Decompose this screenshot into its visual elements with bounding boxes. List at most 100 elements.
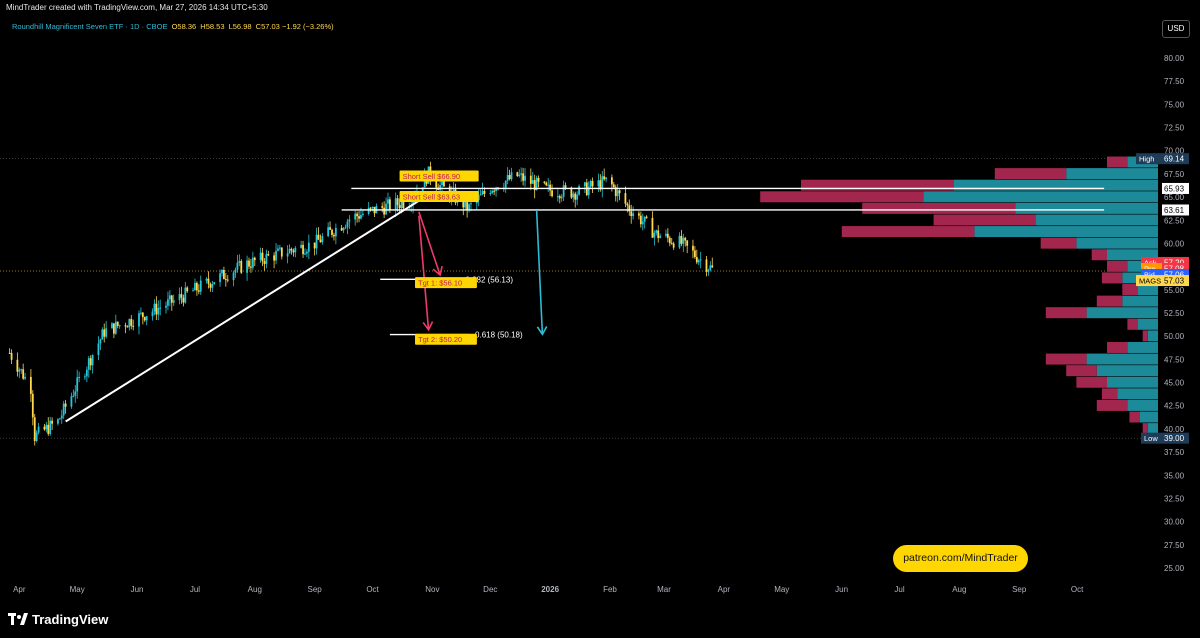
candle-body [547, 184, 550, 186]
candle-body [321, 236, 324, 243]
candle-body [45, 424, 48, 430]
candle-body [491, 190, 494, 194]
x-tick-label: Oct [1071, 585, 1084, 594]
volume-profile-buy-bar [1139, 411, 1158, 423]
price-badge-tag [1136, 275, 1162, 287]
price-badge-value-box [1162, 256, 1189, 268]
candle-body [686, 240, 689, 246]
candle-body [72, 395, 75, 397]
candle-body [564, 185, 567, 188]
candle-body [680, 235, 683, 244]
candle-body [576, 194, 579, 200]
volume-profile-sell-bar [760, 191, 924, 203]
candle-body [248, 260, 250, 267]
annotation-label: Short Sell $66.90 [403, 172, 461, 181]
currency-button[interactable]: USD [1162, 20, 1190, 38]
candle-body [412, 199, 414, 206]
candle-body [267, 254, 270, 256]
volume-profile-buy-bar [1015, 202, 1158, 214]
volume-profile-buy-bar [1035, 214, 1158, 226]
y-tick-label: 30.00 [1164, 518, 1185, 527]
price-badge-value: 69.14 [1164, 155, 1185, 164]
candle-body [306, 251, 308, 254]
x-tick-label: Sep [308, 585, 323, 594]
arrow-shaft [535, 210, 544, 335]
price-badge-tag [1141, 262, 1162, 274]
tradingview-brand: TradingView [8, 612, 108, 628]
candle-body [574, 193, 577, 200]
volume-profile-sell-bar [1107, 260, 1128, 272]
volume-profile-buy-bar [1086, 353, 1158, 365]
candle-body [141, 312, 144, 318]
x-tick-label: Aug [952, 585, 966, 594]
candle-body [678, 235, 681, 248]
annotation-box [399, 170, 479, 182]
candle-body [651, 217, 654, 238]
x-tick-label: Dec [483, 585, 497, 594]
candle-body [37, 426, 40, 433]
candle-body [483, 190, 486, 194]
price-badge-value-box [1162, 182, 1189, 194]
candle-body [493, 190, 496, 192]
volume-profile-sell-bar [1129, 411, 1140, 423]
volume-profile-sell-bar [1045, 307, 1087, 319]
candle-body [603, 176, 606, 180]
candle-body [612, 184, 615, 188]
price-badge-label: Low [1144, 434, 1158, 443]
price-badge-value: 57.08 [1164, 264, 1185, 273]
candle-body [223, 269, 225, 280]
candle-body [280, 247, 283, 257]
fib-level-label: 0.382 (56.13) [465, 275, 513, 284]
candle-body [199, 280, 202, 292]
candle-body [628, 205, 631, 212]
candle-body [470, 203, 472, 205]
candle-body [479, 194, 482, 196]
candle-body [333, 234, 335, 237]
candle-body [207, 278, 210, 284]
candle-body [572, 193, 575, 198]
candle-body [510, 172, 513, 180]
annotation-box [415, 277, 477, 289]
candle-body [251, 257, 254, 268]
candle-body [481, 190, 484, 195]
candle-body [334, 227, 337, 237]
patreon-link[interactable]: patreon.com/MindTrader [893, 545, 1028, 572]
low-label: L [228, 22, 233, 31]
candle-body [313, 242, 316, 249]
candle-body [587, 186, 590, 196]
close-label: C [255, 22, 262, 31]
price-badge-label: High [1139, 155, 1154, 164]
candle-body [578, 186, 580, 195]
candle-body [524, 175, 526, 181]
candle-body [126, 326, 129, 328]
price-badge-value-box [1162, 432, 1189, 444]
candle-body [348, 219, 351, 222]
candle-body [143, 317, 146, 321]
candle-body [294, 247, 297, 253]
x-tick-label: Jul [894, 585, 904, 594]
candle-body [226, 279, 229, 281]
candle-body [618, 190, 621, 194]
y-tick-label: 70.00 [1164, 147, 1185, 156]
candle-body [645, 216, 648, 218]
candle-body [64, 403, 67, 407]
candle-body [709, 265, 712, 270]
price-badge-value: 57.20 [1164, 258, 1185, 267]
y-tick-label: 25.00 [1164, 564, 1185, 573]
candle-body [57, 419, 59, 424]
candle-body [51, 420, 54, 424]
candle-body [195, 282, 198, 291]
y-tick-label: 60.00 [1164, 239, 1185, 248]
volume-profile-sell-bar [1142, 330, 1148, 342]
candle-body [665, 233, 667, 236]
candle-body [560, 196, 563, 199]
candle-body [99, 339, 102, 344]
candle-body [443, 180, 445, 187]
price-badge-label: Pre [1144, 264, 1156, 273]
volume-profile-sell-bar [801, 179, 954, 191]
volume-profile-sell-bar [1127, 318, 1138, 330]
candle-body [219, 273, 221, 283]
symbol-name[interactable]: Roundhill Magnificent Seven ETF · 1D · C… [12, 22, 168, 31]
candle-body [43, 426, 46, 430]
